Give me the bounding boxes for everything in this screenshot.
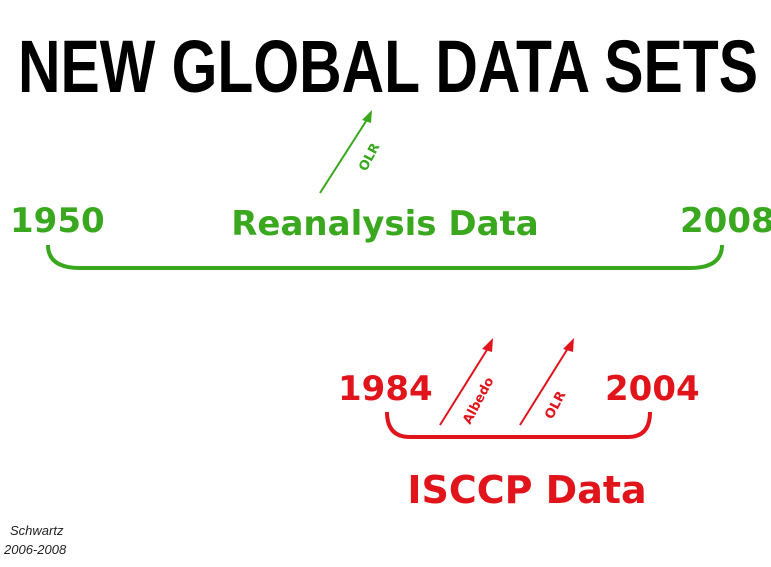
end-year: 2004	[605, 369, 700, 409]
arrow-label: OLR	[542, 389, 569, 422]
bracket	[46, 244, 724, 270]
bracket	[385, 411, 652, 439]
arrow-head	[362, 110, 372, 123]
start-year: 1950	[10, 201, 105, 241]
arrow-head	[482, 338, 493, 352]
credit-name: Schwartz	[10, 523, 64, 538]
end-year: 2008	[680, 201, 771, 241]
arrow	[319, 114, 371, 194]
start-year: 1984	[338, 369, 433, 409]
label: ISCCP Data	[407, 468, 646, 512]
arrow-head	[563, 338, 574, 352]
label: Reanalysis Data	[231, 204, 538, 244]
title: NEW GLOBAL DATA SETS	[18, 25, 758, 108]
arrow	[439, 344, 491, 426]
arrow-label: OLR	[356, 141, 383, 174]
credit-years: 2006-2008	[3, 542, 67, 557]
arrow	[519, 344, 571, 426]
